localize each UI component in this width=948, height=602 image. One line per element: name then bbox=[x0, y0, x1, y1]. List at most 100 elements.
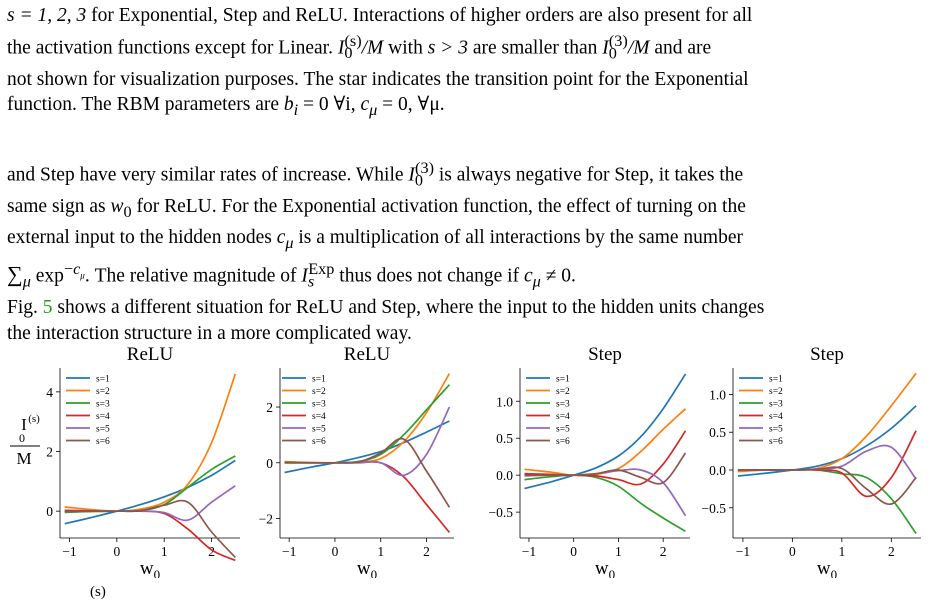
body-line-4: ∑μ exp−cμ. The relative magnitude of IsE… bbox=[7, 259, 576, 291]
caption-line-3: not shown for visualization purposes. Th… bbox=[7, 68, 749, 90]
series-line-s=6 bbox=[284, 437, 451, 508]
y-tick-label: −0.5 bbox=[489, 505, 514, 520]
x-tick-label: 0 bbox=[332, 544, 339, 559]
body-text: for ReLU. For the Exponential activation… bbox=[131, 195, 746, 217]
legend-label: s=2 bbox=[96, 387, 110, 397]
x-axis-label: w0 bbox=[817, 558, 837, 578]
x-tick-label: 0 bbox=[113, 544, 120, 559]
figure-reference-link[interactable]: 5 bbox=[42, 296, 53, 318]
body-line-5: Fig. 5 shows a different situation for R… bbox=[7, 295, 941, 321]
y-tick-label: 1.0 bbox=[496, 394, 513, 409]
x-tick-label: 2 bbox=[423, 544, 430, 559]
caption-text: /M bbox=[627, 37, 650, 59]
caption-line-2: the activation functions except for Line… bbox=[7, 31, 712, 62]
svg-text:(s): (s) bbox=[28, 413, 40, 425]
chart-title: Step bbox=[588, 344, 622, 365]
caption-text: s > 3 bbox=[427, 37, 468, 59]
chart-step-1: Step −1 0 1 2 −0.5 0.0 0.5 1.0 w0 s=1 s=2 s=3 s=4 s=5 s… bbox=[489, 344, 690, 578]
legend-label: s=5 bbox=[96, 425, 110, 435]
chart-title: Step bbox=[810, 344, 844, 365]
chart-title: ReLU bbox=[344, 344, 391, 365]
legend-label: s=6 bbox=[769, 437, 783, 447]
body-text: . bbox=[571, 265, 576, 287]
x-tick-label: 0 bbox=[570, 544, 577, 559]
svg-text:0: 0 bbox=[19, 431, 25, 445]
x-tick-label: 2 bbox=[660, 544, 667, 559]
body-line-1: and Step have very similar rates of incr… bbox=[7, 159, 744, 190]
series-line-s=4 bbox=[284, 460, 451, 533]
x-tick-label: −1 bbox=[736, 544, 750, 559]
legend-label: s=3 bbox=[556, 400, 570, 410]
body-text: is a multiplication of all interactions … bbox=[293, 227, 743, 249]
figure-caption-fragment: s = 1, 2, 3 for Exponential, Step and Re… bbox=[7, 3, 941, 124]
x-tick-label: 0 bbox=[789, 544, 796, 559]
series-line-s=6 bbox=[737, 466, 917, 505]
x-tick-label: 1 bbox=[377, 544, 384, 559]
x-axis-label: w0 bbox=[357, 558, 377, 578]
caption-line-1: s = 1, 2, 3 for Exponential, Step and Re… bbox=[7, 3, 941, 29]
legend-label: s=4 bbox=[556, 412, 570, 422]
legend-label: s=5 bbox=[556, 425, 570, 435]
series-line-s=6 bbox=[524, 452, 687, 485]
legend-label: s=6 bbox=[556, 437, 570, 447]
legend-label: s=3 bbox=[312, 400, 326, 410]
caption-text: = 0 ∀i, bbox=[298, 94, 361, 116]
y-tick-label: −2 bbox=[259, 511, 273, 526]
caption-line-4: function. The RBM parameters are bi = 0 … bbox=[7, 94, 445, 120]
y-tick-label: 4 bbox=[46, 385, 53, 400]
body-line-3: external input to the hidden nodes cμ is… bbox=[7, 227, 743, 253]
legend-label: s=5 bbox=[769, 425, 783, 435]
series-line-s=1 bbox=[64, 459, 236, 525]
x-tick-label: 2 bbox=[888, 544, 895, 559]
body-text: . The relative magnitude of bbox=[84, 265, 302, 287]
caption-text: = 0, ∀μ. bbox=[377, 94, 445, 116]
legend-label: s=4 bbox=[96, 412, 110, 422]
legend-label: s=2 bbox=[312, 387, 326, 397]
y-tick-label: 1.0 bbox=[709, 387, 726, 402]
series-line-s=2 bbox=[284, 373, 451, 464]
series-line-s=6 bbox=[64, 499, 236, 558]
legend-label: s=5 bbox=[312, 425, 326, 435]
legend-label: s=1 bbox=[312, 375, 326, 385]
caption-text: and are bbox=[649, 37, 712, 59]
x-tick-label: −1 bbox=[282, 544, 296, 559]
y-tick-label: 2 bbox=[266, 400, 273, 415]
legend-label: s=6 bbox=[312, 437, 326, 447]
y-tick-label: 0 bbox=[46, 504, 53, 519]
legend-label: s=4 bbox=[769, 412, 783, 422]
x-tick-label: 1 bbox=[615, 544, 622, 559]
x-tick-label: −1 bbox=[522, 544, 536, 559]
chart-title: ReLU bbox=[127, 344, 174, 365]
legend-label: s=2 bbox=[556, 387, 570, 397]
legend-label: s=1 bbox=[556, 375, 570, 385]
caption-math: b bbox=[283, 94, 294, 116]
body-paragraph: and Step have very similar rates of incr… bbox=[7, 156, 941, 346]
caption-text: /M bbox=[361, 37, 384, 59]
legend-label: s=1 bbox=[769, 375, 783, 385]
series-line-s=2 bbox=[737, 372, 917, 473]
series-line-s=2 bbox=[64, 373, 237, 513]
next-caption-fragment: (s) bbox=[90, 584, 106, 600]
y-tick-label: 2 bbox=[46, 445, 53, 460]
caption-text: the activation functions except for Line… bbox=[7, 37, 338, 59]
x-axis-label: w0 bbox=[140, 558, 160, 578]
body-text: external input to the hidden nodes bbox=[7, 227, 277, 249]
y-tick-label: 0.0 bbox=[709, 463, 726, 478]
chart-relu-2: ReLU −1 0 1 2 −2 0 2 w0 s=1 s=2 s=3 s=4 s=5 s=6 bbox=[259, 344, 454, 578]
legend-label: s=6 bbox=[96, 437, 110, 447]
body-line-6: the interaction structure in a more comp… bbox=[7, 322, 412, 344]
series-line-s=5 bbox=[284, 406, 451, 477]
legend-label: s=3 bbox=[769, 400, 783, 410]
svg-text:M: M bbox=[16, 449, 31, 468]
x-tick-label: 1 bbox=[838, 544, 845, 559]
x-tick-label: 2 bbox=[208, 544, 215, 559]
series-line-s=3 bbox=[524, 474, 686, 533]
caption-text: function. The RBM parameters are bbox=[7, 94, 284, 116]
series-line-s=1 bbox=[524, 373, 687, 490]
body-text: is always negative for Step, it takes th… bbox=[434, 164, 744, 186]
caption-s-list: s = 1, 2, 3 bbox=[7, 5, 87, 26]
series-line-s=1 bbox=[737, 405, 917, 477]
y-tick-label: 0.5 bbox=[496, 431, 513, 446]
series-line-s=3 bbox=[284, 384, 451, 464]
